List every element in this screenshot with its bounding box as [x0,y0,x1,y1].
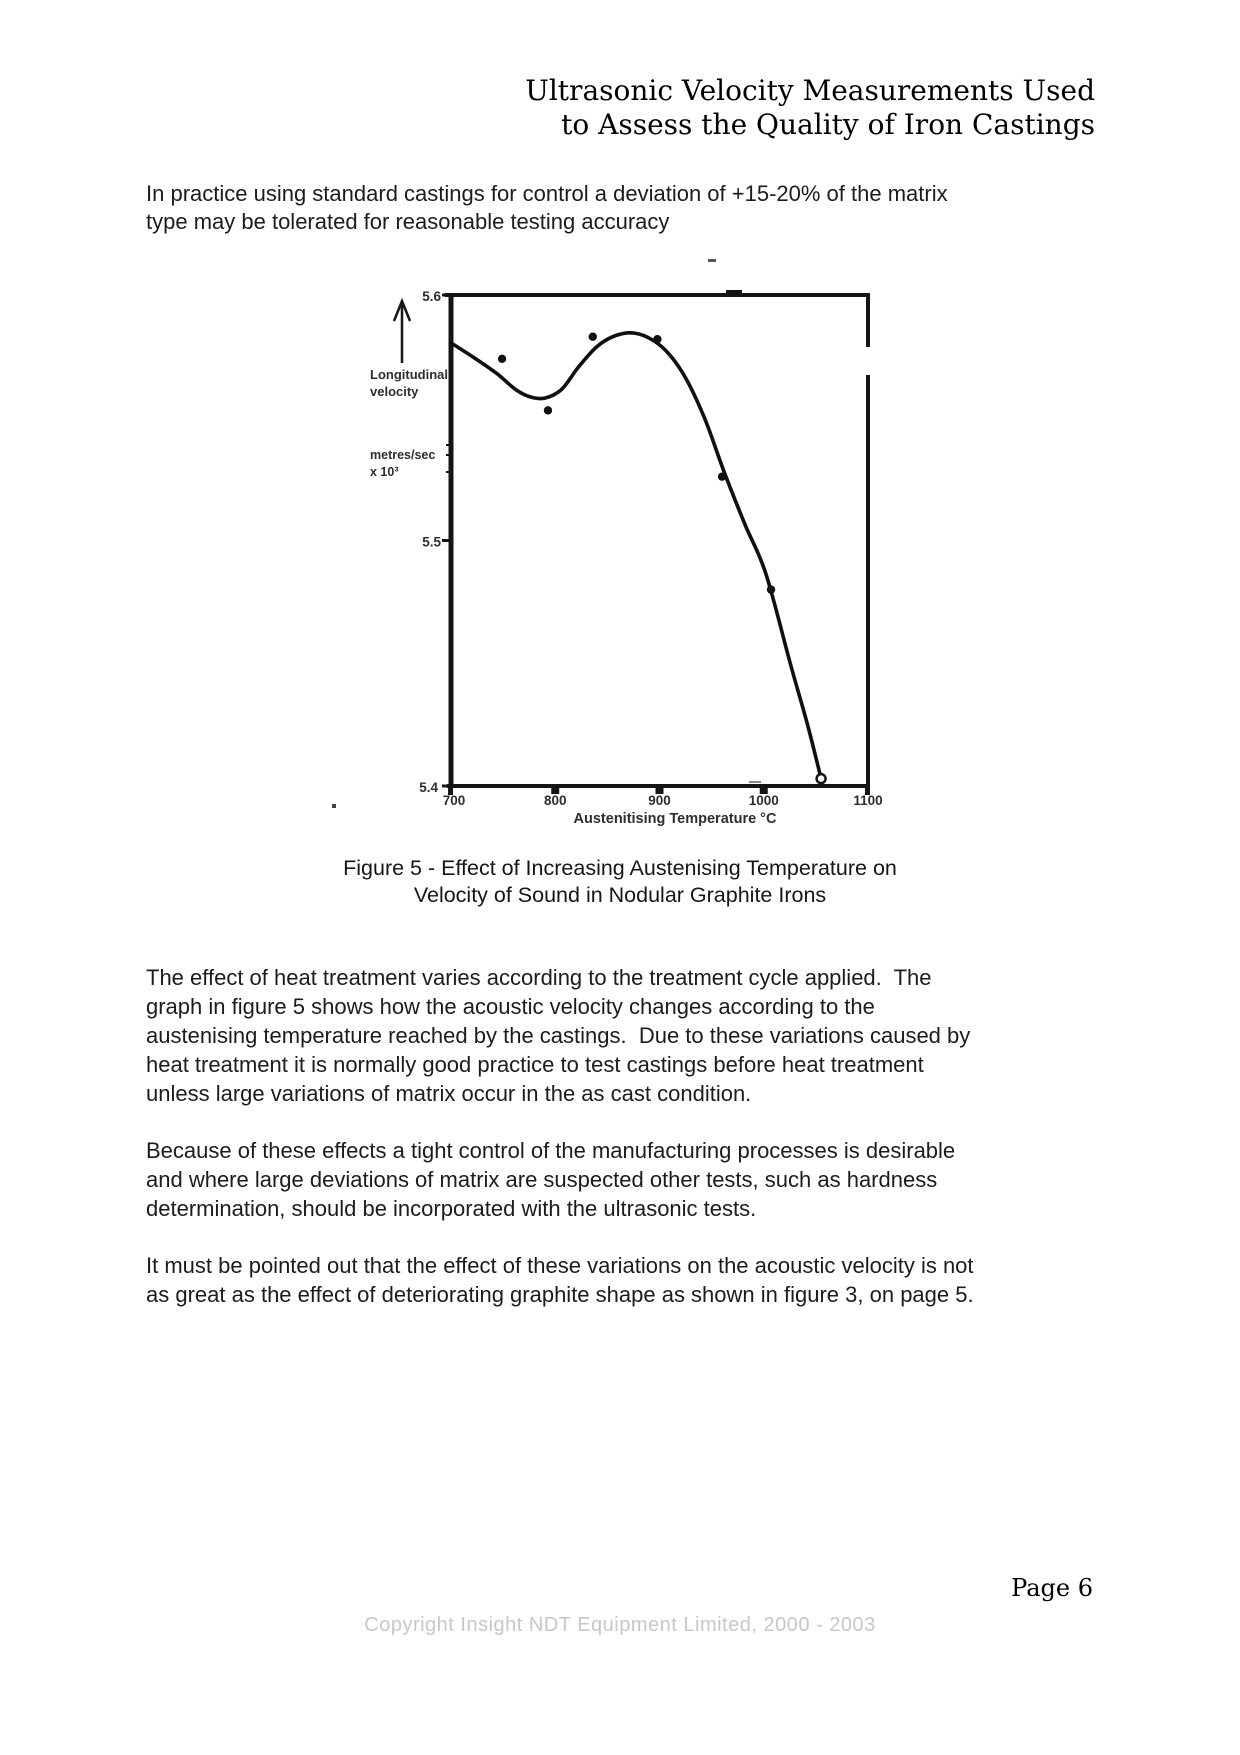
figure5-chart: 5.6 5.5 5.4 700 800 900 1000 1100 Austenitising … [332,259,883,827]
paragraph-intro: In practice using standard castings for … [146,181,948,234]
fitted-curve [449,330,823,781]
y-axis-units: metres/sec [370,448,435,462]
x-tick-label: 700 [443,793,466,808]
y-axis-label: velocity [370,384,419,399]
y-tick-label: 5.5 [422,535,441,550]
y-axis-units: x 10³ [370,465,399,479]
page-number: Page 6 [1011,1574,1093,1602]
x-tick-label: 900 [648,793,671,808]
data-point [543,406,553,415]
x-tick [448,786,453,795]
scan-artifact [726,290,742,296]
copyright-text: Copyright Insight NDT Equipment Limited,… [364,1614,876,1636]
x-tick [551,787,560,794]
x-tick [759,787,768,794]
x-tick [655,787,664,794]
document-title: Ultrasonic Velocity Measurements Used to… [525,74,1095,141]
data-point [717,472,727,481]
paragraph-pointed-out: It must be pointed out that the effect o… [146,1253,974,1307]
paragraph-tight-control: Because of these effects a tight control… [146,1138,956,1221]
data-point-open [815,772,827,785]
x-tick-label: 1000 [749,793,779,808]
x-axis-label: Austenitising Temperature °C [574,811,777,827]
data-point [653,334,662,344]
y-axis-arrow-head [392,297,412,322]
figure5-caption: Figure 5 - Effect of Increasing Austenis… [343,856,897,907]
x-tick [865,786,870,795]
x-tick-label: 1100 [853,793,882,808]
y-tick-label: 5.6 [422,289,441,304]
data-point [766,585,776,594]
paragraph-heat-treatment: The effect of heat treatment varies acco… [146,965,971,1106]
data-point [497,354,507,364]
x-tick-label: 800 [544,793,567,808]
y-axis-label: Longitudinal [370,367,448,382]
scan-artifact [749,781,761,783]
y-tick-label: 5.4 [419,780,438,795]
scan-artifact [332,804,336,808]
data-point [588,332,597,341]
scan-artifact [708,259,716,262]
